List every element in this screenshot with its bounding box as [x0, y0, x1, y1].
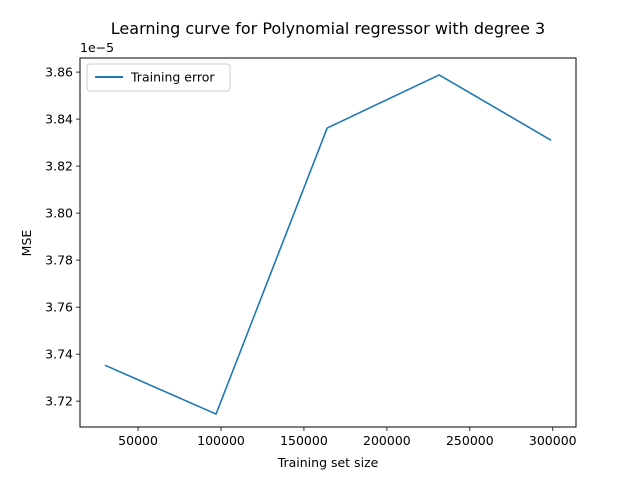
y-axis-offset-label: 1e−5	[80, 40, 114, 55]
x-tick-label: 250000	[446, 433, 494, 448]
y-tick-label: 3.82	[45, 159, 73, 174]
y-tick-label: 3.84	[45, 112, 73, 127]
y-tick-label: 3.72	[45, 394, 73, 409]
y-axis-label: MSE	[19, 230, 34, 257]
series-layer	[104, 74, 552, 415]
y-tick-label: 3.86	[45, 65, 73, 80]
x-tick-label: 150000	[280, 433, 328, 448]
legend: Training error	[86, 63, 231, 92]
y-tick-label: 3.74	[45, 347, 73, 362]
x-axis-ticks: 50000 100000 150000 200000 250000 300000	[118, 427, 577, 448]
x-tick-label: 100000	[197, 433, 245, 448]
chart-title: Learning curve for Polynomial regressor …	[111, 19, 545, 38]
x-axis-label: Training set size	[277, 455, 379, 470]
x-tick-label: 50000	[118, 433, 158, 448]
x-tick-label: 300000	[529, 433, 577, 448]
y-axis-ticks: 3.72 3.74 3.76 3.78 3.80 3.82 3.84 3.86	[45, 65, 80, 409]
plot-area-frame	[79, 57, 577, 428]
series-line-training-error	[104, 74, 552, 415]
legend-label-training-error: Training error	[130, 70, 215, 85]
x-tick-label: 200000	[363, 433, 411, 448]
y-tick-label: 3.78	[45, 253, 73, 268]
legend-box	[86, 63, 231, 92]
y-tick-label: 3.80	[45, 206, 73, 221]
y-tick-label: 3.76	[45, 300, 73, 315]
